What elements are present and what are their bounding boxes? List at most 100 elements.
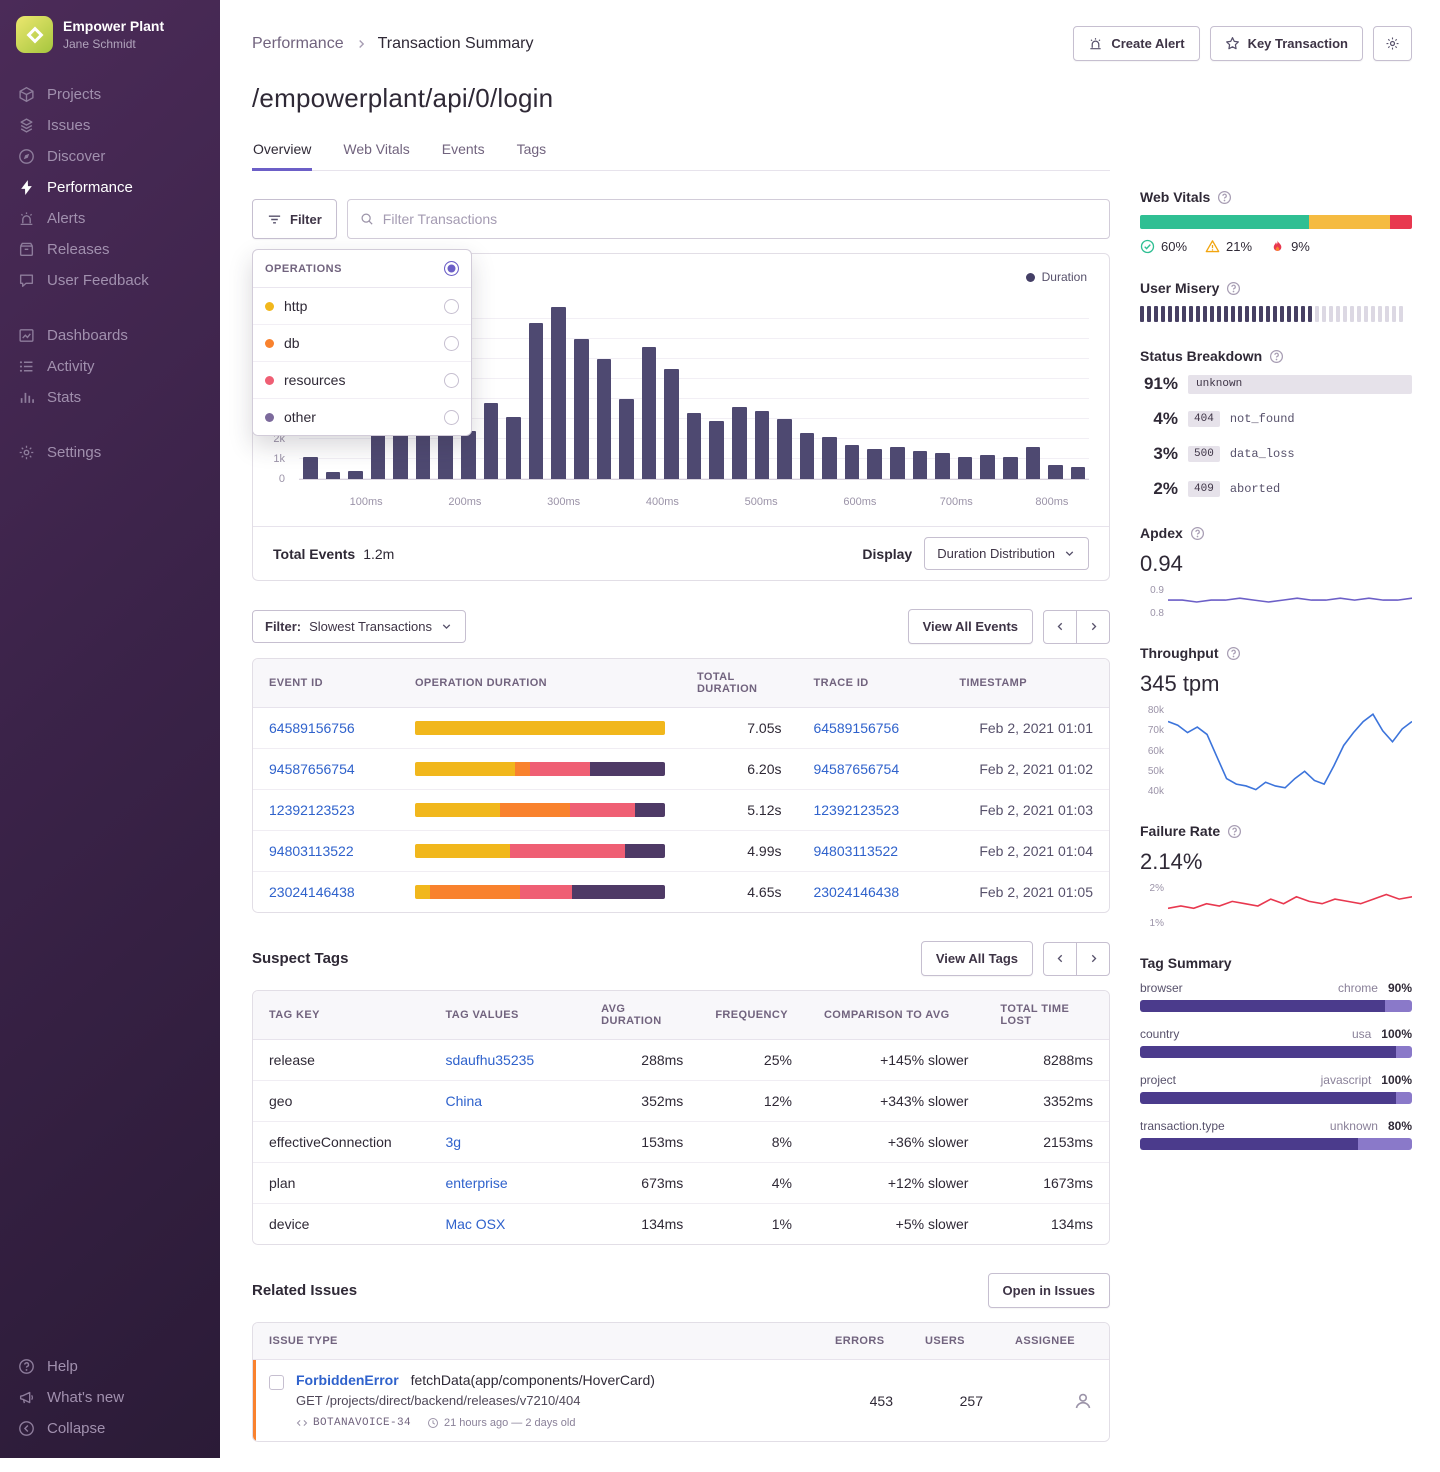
sidebar-nav-item[interactable]: User Feedback [0, 265, 220, 296]
tab[interactable]: Tags [516, 132, 548, 171]
sidebar-nav-item[interactable]: Issues [0, 110, 220, 141]
sidebar-nav-item[interactable]: Performance [0, 172, 220, 203]
operation-option[interactable]: http [253, 288, 471, 325]
nav-label: Settings [47, 444, 102, 461]
radio-icon[interactable] [444, 298, 459, 314]
trace-id-link[interactable]: 94803113522 [813, 843, 899, 859]
operations-dropdown: OPERATIONS http [252, 249, 472, 436]
open-in-issues-button[interactable]: Open in Issues [987, 1273, 1110, 1308]
help-icon[interactable] [1227, 824, 1242, 839]
tag-value-link[interactable]: 3g [445, 1134, 462, 1150]
key-transaction-button[interactable]: Key Transaction [1209, 26, 1363, 61]
sidebar-nav-item[interactable]: Stats [0, 382, 220, 413]
content-column: /empowerplant/api/0/login Overview Web V… [252, 61, 1110, 1472]
col-operation-duration: Operation Duration [398, 659, 681, 708]
tag-value-link[interactable]: sdaufhu35235 [445, 1052, 535, 1068]
sidebar-nav-item[interactable]: Alerts [0, 203, 220, 234]
operation-color-dot [265, 412, 274, 422]
tag-summary-row: project javascript 100% [1140, 1073, 1412, 1104]
help-icon[interactable] [1190, 526, 1205, 541]
comparison-value: +5% slower [807, 1204, 985, 1244]
view-all-events-label: View All Events [922, 619, 1018, 634]
assignee-avatar-icon[interactable] [1073, 1391, 1093, 1411]
tab[interactable]: Overview [252, 132, 313, 171]
event-id-link[interactable]: 23024146438 [269, 884, 355, 900]
tag-value-link[interactable]: enterprise [445, 1175, 508, 1191]
create-alert-button[interactable]: Create Alert [1073, 26, 1200, 61]
issue-body: ForbiddenError fetchData(app/components/… [296, 1372, 655, 1429]
status-bar: unknown [1188, 374, 1412, 394]
sidebar-nav-item[interactable]: Projects [0, 79, 220, 110]
issue-checkbox[interactable] [269, 1375, 284, 1390]
errors-count: 453 [819, 1360, 909, 1441]
tab[interactable]: Web Vitals [342, 132, 410, 171]
org-switcher[interactable]: Empower Plant Jane Schmidt [0, 0, 220, 69]
event-id-link[interactable]: 64589156756 [269, 720, 355, 736]
help-icon[interactable] [1217, 190, 1232, 205]
operation-duration-bar [414, 762, 665, 776]
event-id-link[interactable]: 94587656754 [269, 761, 355, 777]
display-select[interactable]: Duration Distribution [924, 537, 1089, 570]
duration-histogram[interactable] [299, 307, 1089, 479]
radio-icon[interactable] [444, 335, 459, 351]
view-all-tags-button[interactable]: View All Tags [920, 941, 1033, 976]
event-id-link[interactable]: 12392123523 [269, 802, 355, 818]
filter-button[interactable]: Filter [252, 199, 337, 239]
event-id-link[interactable]: 94803113522 [269, 843, 354, 859]
col-trace-id: Trace ID [797, 659, 944, 708]
tag-value-link[interactable]: Mac OSX [445, 1216, 506, 1232]
tag-value-link[interactable]: China [445, 1093, 483, 1109]
prev-page-button[interactable] [1043, 609, 1077, 644]
project-tag: BOTANAVOICE-34 [296, 1417, 411, 1429]
nav-icon [18, 1389, 35, 1406]
suspect-tag-row: effectiveConnection 3g 153ms 8% +36% slo… [253, 1122, 1109, 1163]
status-pct: 2% [1153, 479, 1178, 498]
nav-icon [18, 1420, 35, 1437]
radio-icon[interactable] [444, 372, 459, 388]
trace-id-link[interactable]: 12392123523 [813, 802, 900, 818]
help-icon[interactable] [1226, 281, 1241, 296]
vitals-meh-stat: 21% [1205, 239, 1252, 254]
tag-summary-row: browser chrome 90% [1140, 981, 1412, 1012]
tag-summary-bar [1140, 1000, 1412, 1012]
chart-legend[interactable]: Duration [1025, 270, 1087, 284]
search-input[interactable] [382, 200, 1097, 238]
breadcrumb-performance[interactable]: Performance [252, 34, 344, 52]
suspect-tag-row: release sdaufhu35235 288ms 25% +145% slo… [253, 1040, 1109, 1081]
nav-label: User Feedback [47, 272, 149, 289]
sidebar-nav-item[interactable]: Activity [0, 351, 220, 382]
next-page-button[interactable] [1076, 609, 1110, 644]
throughput-chart: 80k 70k 60k 50k 40k [1140, 705, 1412, 797]
trace-id-link[interactable]: 23024146438 [813, 884, 900, 900]
radio-selected-icon[interactable] [444, 261, 459, 276]
operation-option[interactable]: resources [253, 362, 471, 399]
issue-type-link[interactable]: ForbiddenError [296, 1372, 399, 1388]
sidebar-nav-item[interactable]: Collapse [0, 1413, 220, 1444]
settings-button[interactable] [1373, 26, 1412, 61]
operation-option[interactable]: other [253, 399, 471, 435]
sidebar-nav-item[interactable]: Settings [0, 437, 220, 468]
nav-icon [18, 1358, 35, 1375]
status-pct: 4% [1153, 409, 1178, 428]
help-icon[interactable] [1269, 349, 1284, 364]
sidebar-nav-item[interactable]: Dashboards [0, 320, 220, 351]
related-issues-table: Issue Type Errors Users Assignee [252, 1322, 1110, 1442]
sidebar-nav-item[interactable]: Discover [0, 141, 220, 172]
legend-dot-icon [1025, 272, 1035, 282]
prev-page-button[interactable] [1043, 941, 1077, 976]
sidebar-nav-item[interactable]: Help [0, 1351, 220, 1382]
operation-color-dot [265, 375, 274, 385]
tab[interactable]: Events [441, 132, 486, 171]
view-all-events-button[interactable]: View All Events [907, 609, 1033, 644]
trace-id-link[interactable]: 94587656754 [813, 761, 900, 777]
events-filter-select[interactable]: Filter: Slowest Transactions [252, 610, 466, 643]
operations-dropdown-header[interactable]: OPERATIONS [253, 250, 471, 288]
help-icon[interactable] [1226, 646, 1241, 661]
sidebar-nav-item[interactable]: What's new [0, 1382, 220, 1413]
col-users: Users [909, 1323, 999, 1360]
trace-id-link[interactable]: 64589156756 [813, 720, 900, 736]
operation-option[interactable]: db [253, 325, 471, 362]
next-page-button[interactable] [1076, 941, 1110, 976]
sidebar-nav-item[interactable]: Releases [0, 234, 220, 265]
radio-icon[interactable] [444, 409, 459, 425]
